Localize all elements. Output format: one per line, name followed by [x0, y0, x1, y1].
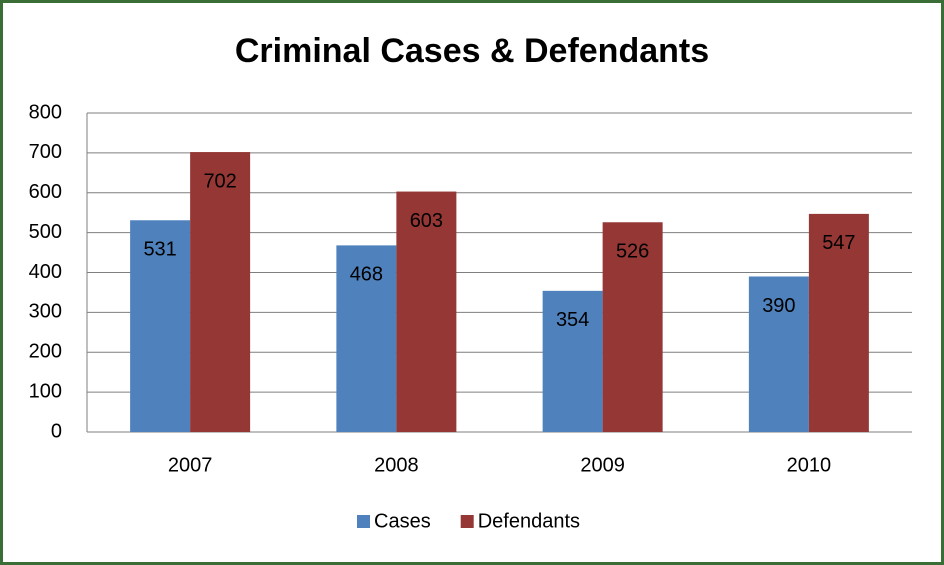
legend-swatch	[460, 515, 474, 528]
y-tick-label: 600	[29, 181, 62, 203]
y-tick-label: 500	[29, 221, 62, 243]
bar	[190, 152, 251, 432]
data-label: 526	[616, 241, 649, 263]
y-tick-label: 300	[29, 301, 62, 323]
x-tick-label: 2008	[374, 454, 419, 476]
chart-title: Criminal Cases & Defendants	[235, 32, 709, 70]
bar	[396, 191, 457, 432]
data-label: 354	[556, 309, 589, 331]
y-tick-label: 100	[29, 380, 62, 402]
bar	[542, 290, 603, 432]
legend-label: Cases	[374, 510, 431, 532]
data-label: 390	[762, 295, 795, 317]
y-tick-label: 200	[29, 341, 62, 363]
bar	[130, 220, 191, 432]
legend-swatch	[357, 515, 370, 528]
bar	[808, 213, 869, 432]
y-tick-label: 800	[29, 101, 62, 123]
y-tick-label: 0	[51, 420, 62, 442]
bar	[748, 276, 809, 432]
data-label: 547	[822, 232, 855, 254]
y-tick-label: 700	[29, 141, 62, 163]
legend-label: Defendants	[478, 510, 580, 532]
data-label: 468	[350, 264, 383, 286]
data-label: 531	[143, 239, 176, 261]
y-tick-label: 400	[29, 261, 62, 283]
x-tick-label: 2007	[168, 454, 213, 476]
bar	[336, 245, 397, 432]
x-tick-label: 2009	[580, 454, 625, 476]
bar	[602, 222, 663, 432]
x-tick-label: 2010	[787, 454, 832, 476]
data-label: 702	[203, 170, 236, 192]
data-label: 603	[410, 210, 443, 232]
